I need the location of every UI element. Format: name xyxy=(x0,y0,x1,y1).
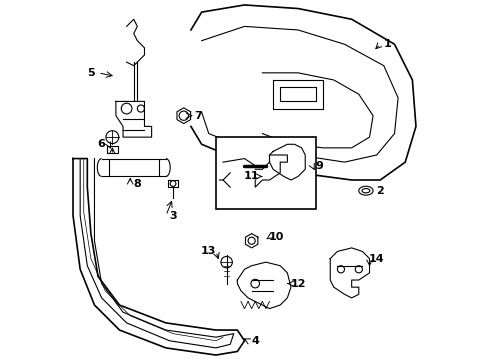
Text: 10: 10 xyxy=(268,232,284,242)
Text: 6: 6 xyxy=(98,139,105,149)
Text: 7: 7 xyxy=(194,111,202,121)
Text: 8: 8 xyxy=(133,179,141,189)
Text: 12: 12 xyxy=(290,279,305,289)
Text: 1: 1 xyxy=(383,39,390,49)
Text: 4: 4 xyxy=(251,336,259,346)
Bar xyxy=(216,137,315,208)
Text: 9: 9 xyxy=(315,161,323,171)
Text: 5: 5 xyxy=(87,68,95,78)
Text: 2: 2 xyxy=(376,186,384,196)
Text: 13: 13 xyxy=(201,247,216,256)
Text: 3: 3 xyxy=(169,211,177,221)
Text: 11: 11 xyxy=(244,171,259,181)
Text: 14: 14 xyxy=(368,253,384,264)
